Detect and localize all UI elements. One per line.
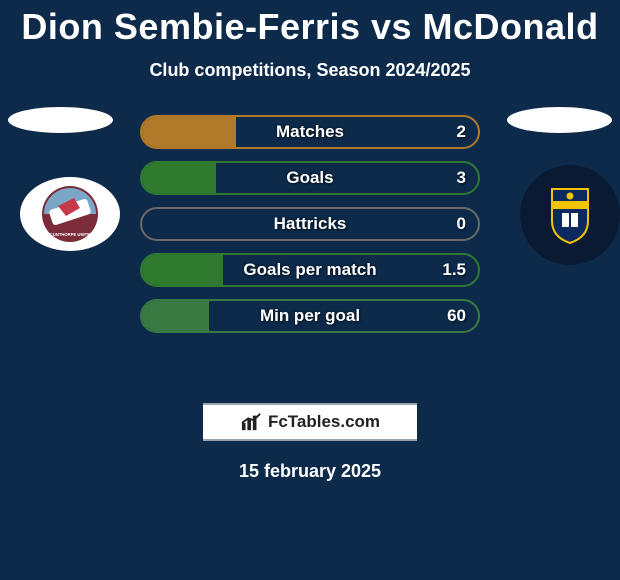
left-player-ellipse bbox=[8, 107, 113, 133]
stat-row: Goals 3 bbox=[140, 161, 480, 195]
fctables-logo-icon bbox=[240, 412, 262, 432]
stat-value: 2 bbox=[457, 122, 466, 142]
brand-text: FcTables.com bbox=[268, 412, 380, 432]
stat-label: Min per goal bbox=[260, 306, 360, 326]
stat-label: Hattricks bbox=[274, 214, 347, 234]
brand-attribution[interactable]: FcTables.com bbox=[203, 403, 417, 441]
stat-value: 0 bbox=[457, 214, 466, 234]
svg-text:SCUNTHORPE UNITED: SCUNTHORPE UNITED bbox=[47, 232, 93, 237]
right-club-logo bbox=[520, 165, 620, 265]
left-club-logo: SCUNTHORPE UNITED bbox=[20, 177, 120, 251]
right-player-ellipse bbox=[507, 107, 612, 133]
stat-row: Goals per match 1.5 bbox=[140, 253, 480, 287]
stat-value: 3 bbox=[457, 168, 466, 188]
opponent-crest-icon bbox=[548, 185, 592, 245]
stat-fill bbox=[142, 163, 216, 193]
stat-row: Matches 2 bbox=[140, 115, 480, 149]
stat-label: Matches bbox=[276, 122, 344, 142]
scunthorpe-crest-icon: SCUNTHORPE UNITED bbox=[40, 184, 100, 244]
stat-fill bbox=[142, 255, 223, 285]
stat-value: 60 bbox=[447, 306, 466, 326]
stat-fill bbox=[142, 117, 236, 147]
stat-row: Min per goal 60 bbox=[140, 299, 480, 333]
subtitle: Club competitions, Season 2024/2025 bbox=[0, 60, 620, 81]
stat-fill bbox=[142, 301, 209, 331]
comparison-card: Dion Sembie-Ferris vs McDonald Club comp… bbox=[0, 0, 620, 580]
comparison-body: SCUNTHORPE UNITED Matches 2 Goals 3 Hattrick… bbox=[0, 115, 620, 375]
stat-row: Hattricks 0 bbox=[140, 207, 480, 241]
stat-value: 1.5 bbox=[442, 260, 466, 280]
stat-label: Goals per match bbox=[243, 260, 376, 280]
stat-label: Goals bbox=[286, 168, 333, 188]
snapshot-date: 15 february 2025 bbox=[0, 461, 620, 482]
stats-bars: Matches 2 Goals 3 Hattricks 0 Goals per match 1… bbox=[140, 115, 480, 345]
page-title: Dion Sembie-Ferris vs McDonald bbox=[0, 0, 620, 48]
